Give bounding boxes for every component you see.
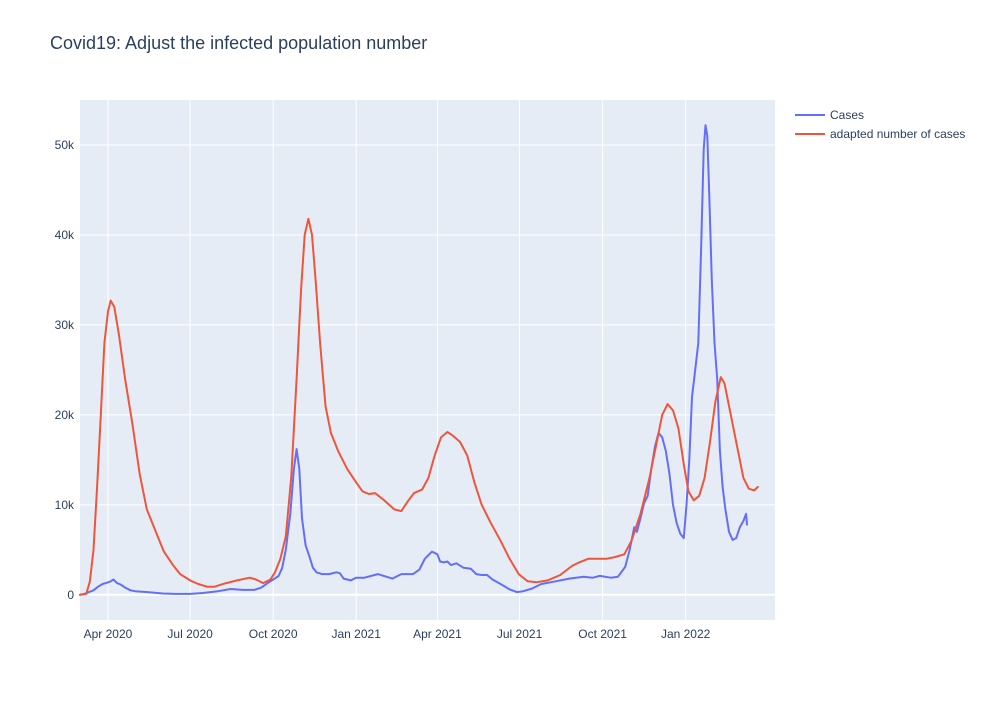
legend[interactable]: Cases adapted number of cases [795, 108, 965, 141]
x-tick-label: Jan 2022 [661, 627, 711, 641]
x-tick-label: Apr 2021 [413, 627, 462, 641]
y-tick-label: 40k [55, 228, 75, 242]
y-tick-label: 30k [55, 318, 75, 332]
series-lines [79, 124, 759, 596]
x-gridlines [107, 100, 687, 620]
x-tick-label: Oct 2021 [578, 627, 627, 641]
chart-title: Covid19: Adjust the infected population … [50, 33, 428, 53]
legend-label: Cases [830, 108, 864, 122]
x-tick-label: Apr 2020 [84, 627, 133, 641]
y-tick-label: 10k [55, 498, 75, 512]
x-tick-label: Jul 2021 [497, 627, 543, 641]
x-axis-tick-labels: Apr 2020 Jul 2020 Oct 2020 Jan 2021 Apr 2021… [84, 627, 711, 641]
x-tick-label: Oct 2020 [249, 627, 298, 641]
y-tick-label: 20k [55, 408, 75, 422]
y-gridlines [80, 144, 775, 596]
legend-label: adapted number of cases [830, 127, 965, 141]
y-tick-label: 0 [67, 588, 74, 602]
series-line-1[interactable] [79, 124, 748, 596]
plot-background [80, 100, 775, 620]
legend-item[interactable]: Cases [795, 108, 864, 122]
legend-item[interactable]: adapted number of cases [795, 127, 965, 141]
x-tick-label: Jul 2020 [167, 627, 213, 641]
x-tick-label: Jan 2021 [331, 627, 381, 641]
y-axis-tick-labels: 0 10k 20k 30k 40k 50k [55, 138, 75, 602]
y-tick-label: 50k [55, 138, 75, 152]
series-line-2[interactable] [79, 217, 759, 596]
